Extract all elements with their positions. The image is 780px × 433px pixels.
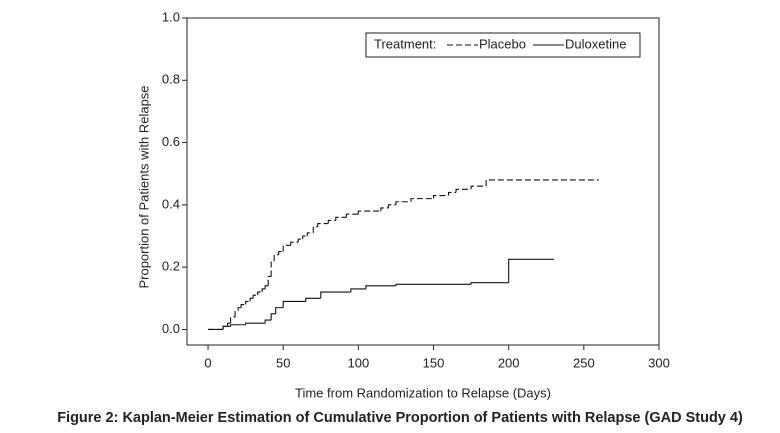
km-step (264, 319, 272, 324)
km-step (240, 303, 246, 308)
km-step (320, 291, 351, 299)
km-step (306, 232, 314, 236)
km-step (237, 307, 242, 311)
x-tick-label: 200 (498, 355, 520, 370)
km-step (245, 322, 266, 325)
km-step (278, 251, 284, 255)
x-tick-label: 250 (573, 355, 595, 370)
km-step (264, 285, 269, 289)
km-step (267, 275, 272, 286)
km-step (282, 300, 306, 308)
km-step (230, 316, 236, 324)
y-tick-label: 0.0 (162, 321, 180, 336)
km-step (335, 216, 347, 221)
x-tick-label: 150 (423, 355, 445, 370)
legend-label: Duloxetine (565, 36, 626, 51)
km-step (275, 307, 284, 314)
km-step (305, 297, 321, 302)
km-step (252, 294, 258, 299)
x-tick-label: 0 (204, 355, 211, 370)
y-axis-label: Proportion of Patients with Relapse (136, 85, 151, 288)
y-tick-label: 0.2 (162, 259, 180, 274)
y-tick-label: 1.0 (162, 9, 180, 24)
km-step (432, 194, 449, 199)
legend-box (365, 32, 641, 58)
km-step (508, 258, 554, 283)
km-step (261, 288, 266, 293)
km-step (470, 282, 509, 285)
km-step (270, 260, 275, 277)
km-step (357, 210, 381, 215)
km-step (395, 201, 411, 205)
km-step (273, 254, 279, 261)
x-axis-label: Time from Randomization to Relapse (Days… (295, 385, 551, 400)
km-step (350, 288, 366, 293)
y-tick-label: 0.6 (162, 134, 180, 149)
km-step (234, 310, 239, 317)
km-step (297, 238, 303, 243)
km-step (410, 198, 434, 202)
caption: Figure 2: Kaplan-Meier Estimation of Cum… (57, 410, 743, 426)
km-step (387, 204, 396, 208)
y-tick-label: 0.8 (162, 72, 180, 87)
km-step (270, 313, 276, 321)
km-step (302, 235, 308, 240)
km-step (257, 291, 263, 296)
km-step (380, 207, 389, 212)
km-step (245, 300, 251, 305)
legend-title: Treatment: (374, 36, 436, 51)
km-step (365, 285, 396, 289)
km-step (227, 322, 231, 327)
km-step (455, 188, 472, 193)
x-tick-label: 100 (348, 355, 370, 370)
plot-frame (186, 17, 660, 346)
legend-label: Placebo (479, 36, 526, 51)
x-tick-label: 300 (648, 355, 670, 370)
km-step (327, 219, 336, 224)
km-step (282, 244, 291, 252)
x-tick-label: 50 (276, 355, 290, 370)
km-step (312, 226, 318, 233)
km-step (345, 213, 359, 218)
km-step (249, 297, 254, 302)
km-step (317, 222, 329, 227)
y-tick-label: 0.4 (162, 196, 180, 211)
km-step (230, 324, 246, 327)
km-step (290, 241, 299, 246)
km-step (470, 185, 487, 190)
km-step (395, 283, 472, 286)
km-step (448, 191, 457, 196)
km-step (222, 325, 231, 330)
km-step (485, 179, 599, 187)
